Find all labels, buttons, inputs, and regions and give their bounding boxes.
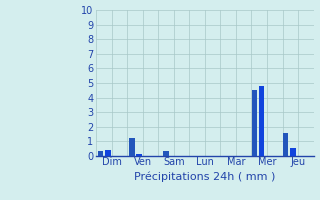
Bar (259, 86, 265, 156)
X-axis label: Précipitations 24h ( mm ): Précipitations 24h ( mm ) (134, 172, 276, 182)
Bar (129, 138, 134, 156)
Bar (283, 133, 288, 156)
Bar (98, 151, 103, 156)
Bar (105, 150, 111, 156)
Bar (290, 148, 296, 156)
Bar (136, 154, 142, 156)
Bar (252, 90, 257, 156)
Bar (163, 151, 169, 156)
